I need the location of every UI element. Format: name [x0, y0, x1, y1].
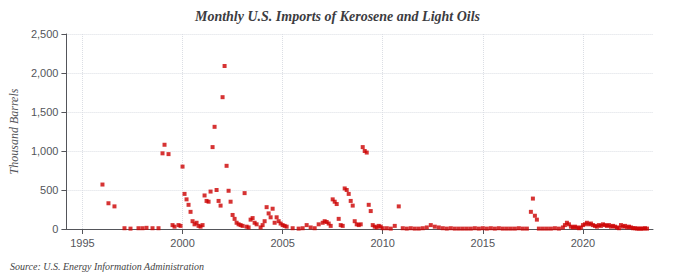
svg-text:1,000: 1,000 — [31, 145, 59, 157]
svg-text:2,500: 2,500 — [31, 28, 59, 40]
svg-text:2,000: 2,000 — [31, 67, 59, 79]
svg-text:2010: 2010 — [370, 237, 394, 249]
svg-text:Thousand Barrels: Thousand Barrels — [7, 88, 21, 174]
svg-text:2020: 2020 — [571, 237, 595, 249]
svg-text:0: 0 — [52, 223, 58, 235]
svg-text:500: 500 — [40, 184, 58, 196]
svg-text:Source: U.S. Energy Informatio: Source: U.S. Energy Information Administ… — [10, 261, 204, 272]
svg-text:1995: 1995 — [70, 237, 94, 249]
svg-text:1,500: 1,500 — [31, 106, 59, 118]
svg-text:2000: 2000 — [170, 237, 194, 249]
svg-text:Monthly U.S. Imports of Kerose: Monthly U.S. Imports of Kerosene and Lig… — [194, 9, 481, 24]
svg-text:2005: 2005 — [270, 237, 294, 249]
svg-text:2015: 2015 — [471, 237, 495, 249]
